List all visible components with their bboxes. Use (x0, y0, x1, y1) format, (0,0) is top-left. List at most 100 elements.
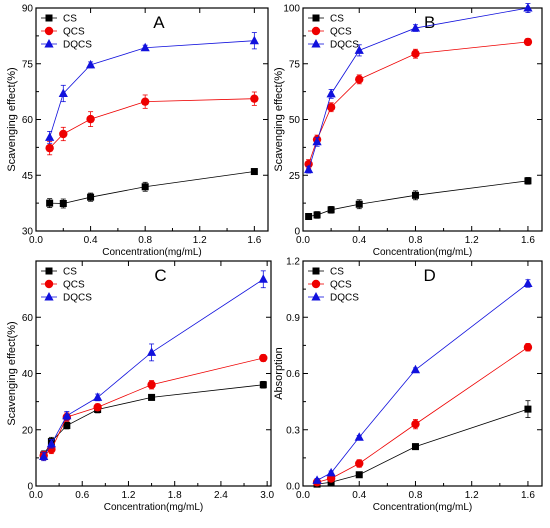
panel-a-series-cs-point (46, 199, 54, 207)
panel-b-legend-marker (312, 14, 320, 22)
panel-d-x-tick-label: 0.4 (352, 490, 366, 501)
panel-d-legend-marker (311, 279, 321, 289)
panel-a-series-dqcs (45, 32, 259, 144)
panel-c-legend-marker (45, 267, 53, 275)
panel-c: 0.0 0.6 1.2 1.8 2.4 3.0 0 20 40 60 Concentration(m… (6, 260, 275, 513)
panel-c-y-axis-label: Scavenging effect(%) (6, 321, 18, 425)
panel-b-y-axis-label: Scavenging effect(%) (273, 67, 285, 171)
panel-c-series-dqcs-point (46, 438, 57, 448)
panel-b-series-qcs-line (308, 41, 528, 165)
panel-a-series-cs-point (250, 168, 258, 176)
panel-a-series-qcs-point (250, 94, 259, 103)
panel-d-series-cs-point (411, 443, 419, 451)
panel-a-series-dqcs-point (249, 35, 259, 45)
panel-a-series-cs-point (87, 193, 95, 201)
panel-b-y-tick-label: 75 (289, 59, 301, 70)
panel-a-legend-label: DQCS (63, 40, 92, 51)
panel-b-x-tick-label: 0.8 (409, 235, 423, 246)
panel-d-series-dqcs-point (354, 432, 364, 441)
panel-a-series-qcs-point (45, 143, 54, 153)
panel-b-legend: CS QCS DQCS (308, 14, 359, 51)
panel-a-legend-marker (45, 14, 53, 22)
panel-a-x-tick-label: 1.2 (193, 235, 207, 246)
panel-c-series-cs-point (259, 381, 267, 389)
panel-a-x-axis-label: Concentration(mg/mL) (102, 247, 201, 258)
panel-c-series-qcs (39, 353, 268, 461)
panel-c-series-dqcs-point (258, 274, 268, 283)
panel-a-x-tick-label: 0.4 (84, 235, 98, 246)
panel-c-series-dqcs-point (62, 410, 72, 420)
panel-c-legend-label: CS (63, 267, 77, 278)
panel-c-x-tick-label: 2.4 (214, 490, 228, 501)
panel-a-x-tick-label: 0.8 (138, 235, 152, 246)
panel-a-y-tick-label: 45 (22, 171, 34, 182)
panel-c-series-dqcs-line (43, 278, 264, 457)
panel-b-legend-marker (311, 26, 321, 36)
panel-d: 0.0 0.4 0.8 1.2 1.60.00.30.60.91.2Concentrat… (273, 257, 543, 513)
panel-d-legend: CS QCS DQCS (308, 267, 359, 304)
panel-d-legend-label: DQCS (330, 293, 359, 304)
panel-b-y-tick-label: 0 (294, 227, 300, 238)
panel-d-series-dqcs-point (326, 467, 336, 477)
panel-b-series-dqcs-point (304, 164, 314, 174)
panel-d-x-tick-label: 1.6 (521, 490, 535, 501)
panel-b-series-dqcs-point (523, 3, 533, 12)
panel-b-series-dqcs-point (326, 88, 336, 98)
panel-c-legend-label: QCS (63, 280, 85, 291)
panel-d-x-tick-label: 1.2 (465, 490, 479, 501)
panel-a-series-qcs-point (86, 114, 95, 124)
panel-b-series-dqcs (304, 3, 533, 174)
panel-d-series-cs-point (524, 405, 532, 413)
panel-b-series-dqcs-point (312, 136, 322, 146)
panel-c-y-tick-label: 40 (22, 369, 34, 380)
panel-d-series-dqcs-line (316, 283, 529, 481)
panel-a-legend-label: CS (63, 14, 77, 25)
panel-b-series-qcs-point (326, 103, 336, 112)
panel-b-legend-label: QCS (330, 27, 352, 38)
panel-c-series-qcs-point (93, 403, 102, 412)
panel-b-series-qcs-point (523, 37, 533, 47)
panel-c-x-tick-label: 0.6 (75, 490, 89, 501)
panel-d-y-tick-label: 0.9 (286, 313, 300, 324)
panel-a-panel-letter: A (153, 13, 165, 32)
panel-d-x-axis-label: Concentration(mg/mL) (373, 502, 472, 513)
panel-d-y-tick-label: 0.0 (286, 482, 300, 493)
panel-d-series-qcs-point (411, 419, 420, 429)
panel-a-x-tick-label: 0.0 (29, 235, 43, 246)
panel-a-legend-marker (44, 26, 54, 36)
panel-b-series-qcs (304, 37, 533, 169)
panel-d-series-qcs-line (316, 346, 529, 483)
panel-d-panel-letter: D (424, 266, 436, 285)
panel-c-x-tick-label: 3.0 (260, 490, 274, 501)
panel-a-legend: CS QCS DQCS (41, 14, 92, 51)
panel-d-legend-marker (311, 292, 321, 301)
panel-b-x-axis-label: Concentration(mg/mL) (373, 247, 472, 258)
panel-c-x-tick-label: 0.0 (29, 490, 43, 501)
panel-a-series-dqcs-point (140, 42, 150, 52)
panel-d-y-tick-label: 0.3 (286, 425, 300, 436)
panel-d-y-tick-label: 0.6 (286, 369, 300, 380)
panel-a-series-qcs-line (49, 98, 255, 149)
panel-a-x-tick-label: 1.6 (247, 235, 261, 246)
panel-a-y-tick-label: 30 (22, 227, 34, 238)
panel-b-series-cs (305, 177, 532, 221)
panel-d-legend-marker (312, 267, 320, 275)
panel-d-y-axis-label: Absorption (273, 347, 285, 400)
panel-a-series-dqcs-point (85, 59, 96, 69)
panel-b-series-cs-point (355, 200, 363, 208)
panel-b-x-tick-label: 1.2 (465, 235, 479, 246)
panel-b-x-tick-label: 1.6 (521, 235, 535, 246)
panel-a-series-cs-point (59, 199, 67, 207)
panel-c-y-tick-label: 0 (27, 482, 33, 493)
panel-c-series-cs (40, 380, 267, 460)
panel-a-y-tick-label: 90 (22, 4, 34, 15)
panel-a-y-tick-label: 75 (22, 59, 34, 70)
panel-a-legend-marker (44, 39, 54, 48)
panel-d-series-qcs-point (523, 343, 533, 352)
panel-b-x-tick-label: 0.4 (352, 235, 366, 246)
panel-b-y-tick-label: 25 (289, 171, 301, 182)
panel-d-series-qcs-point (355, 459, 364, 468)
panel-b-series-qcs-point (355, 75, 364, 84)
panel-b-y-tick-label: 50 (289, 115, 301, 126)
